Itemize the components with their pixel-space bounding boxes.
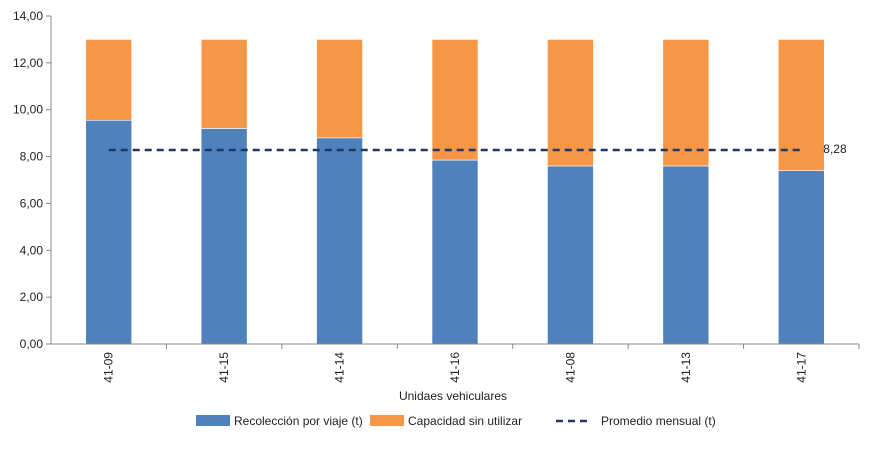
- x-tick-label: 41-09: [102, 352, 116, 383]
- bar-capacidad: [662, 39, 710, 167]
- legend-label: Recolección por viaje (t): [234, 414, 363, 428]
- bar-recoleccion: [200, 128, 248, 345]
- x-tick-label: 41-08: [563, 352, 577, 383]
- legend-item-recoleccion: Recolección por viaje (t): [196, 414, 363, 428]
- y-tick-label: 12,00: [13, 56, 43, 70]
- y-tick-label: 4,00: [20, 243, 44, 257]
- y-tick-label: 14,00: [13, 9, 43, 23]
- y-tick-label: 6,00: [20, 196, 44, 210]
- bar-capacidad: [85, 39, 133, 121]
- bar-recoleccion: [547, 165, 594, 345]
- y-tick-label: 10,00: [13, 103, 43, 117]
- legend-swatch: [196, 415, 230, 426]
- bar-recoleccion: [662, 165, 710, 345]
- bar-recoleccion: [431, 159, 479, 345]
- bars: [85, 39, 825, 345]
- x-tick-label: 41-16: [448, 352, 462, 383]
- x-tick-label: 41-15: [217, 352, 231, 383]
- legend-item-capacidad: Capacidad sin utilizar: [370, 414, 522, 428]
- bar-recoleccion: [777, 170, 825, 345]
- bar-capacidad: [431, 39, 479, 161]
- x-tick-label: 41-17: [794, 352, 808, 383]
- y-tick-label: 2,00: [20, 290, 44, 304]
- y-tick-label: 0,00: [20, 337, 44, 351]
- average-line-group: 8,28: [108, 142, 847, 156]
- y-tick-label: 8,00: [20, 150, 44, 164]
- legend-item-promedio: Promedio mensual (t): [556, 414, 716, 428]
- legend-label: Promedio mensual (t): [601, 414, 716, 428]
- x-tick-label: 41-13: [679, 352, 693, 383]
- bar-capacidad: [547, 39, 594, 167]
- y-axis: 0,00 2,00 4,00 6,00 8,00 10,00 12,00 14,00: [13, 9, 52, 351]
- average-value-label: 8,28: [823, 142, 847, 156]
- legend-swatch: [370, 415, 404, 426]
- legend-label: Capacidad sin utilizar: [408, 414, 522, 428]
- bar-capacidad: [316, 39, 363, 139]
- x-axis-title: Unidaes vehiculares: [399, 389, 507, 403]
- x-tick-label: 41-14: [333, 352, 347, 383]
- bar-capacidad: [200, 39, 248, 129]
- x-axis: 41-09 41-15 41-14 41-16 41-08 41-13 41-17: [51, 343, 860, 383]
- bar-recoleccion: [316, 137, 363, 345]
- bar-recoleccion: [85, 119, 133, 345]
- legend: Recolección por viaje (t) Capacidad sin u…: [196, 414, 716, 428]
